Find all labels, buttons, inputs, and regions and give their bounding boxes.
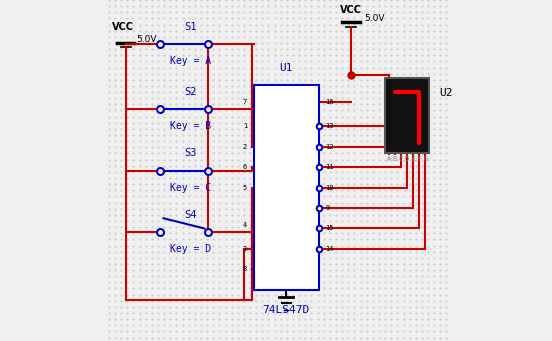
Text: Key = A: Key = A	[170, 56, 211, 66]
Text: U2: U2	[440, 88, 453, 99]
Text: Key = B: Key = B	[170, 121, 211, 131]
Text: E: E	[411, 155, 415, 162]
Text: G: G	[423, 155, 427, 162]
Text: OE: OE	[305, 204, 315, 212]
Text: S4: S4	[184, 210, 197, 220]
Text: B: B	[392, 155, 397, 162]
Text: 74LS47D: 74LS47D	[263, 305, 310, 315]
Text: 13: 13	[326, 123, 334, 129]
Text: VCC: VCC	[112, 22, 134, 32]
Text: A: A	[386, 155, 391, 162]
Text: D: D	[263, 183, 268, 192]
Text: C: C	[399, 155, 403, 162]
Text: 7: 7	[243, 99, 247, 105]
Text: VCC: VCC	[340, 5, 362, 15]
Text: 9: 9	[326, 205, 330, 211]
Text: S2: S2	[184, 87, 197, 97]
Text: U1: U1	[279, 63, 293, 73]
Text: 5: 5	[243, 184, 247, 191]
Text: 5.0V: 5.0V	[136, 35, 157, 44]
Text: VCC: VCC	[259, 98, 273, 107]
Bar	[254, 85, 319, 290]
Text: C: C	[263, 163, 268, 172]
Text: S1: S1	[184, 22, 197, 32]
Text: Key = C: Key = C	[170, 182, 211, 193]
Text: OB: OB	[305, 142, 315, 151]
Text: 10: 10	[326, 184, 334, 191]
Text: OD: OD	[305, 183, 315, 192]
Text: 12: 12	[326, 144, 334, 150]
Text: 16: 16	[326, 99, 334, 105]
Text: 11: 11	[326, 164, 334, 170]
Text: B: B	[263, 142, 268, 151]
Text: 4: 4	[243, 222, 247, 228]
Text: 8: 8	[243, 266, 247, 272]
Text: VCC: VCC	[303, 98, 317, 107]
Text: OF: OF	[305, 224, 315, 233]
Text: ~LT: ~LT	[259, 221, 273, 229]
Text: 15: 15	[326, 225, 334, 232]
Text: OA: OA	[305, 122, 315, 131]
Text: 5.0V: 5.0V	[365, 14, 385, 23]
Text: OC: OC	[305, 163, 315, 172]
Text: F: F	[417, 155, 421, 162]
Text: 2: 2	[243, 144, 247, 150]
Text: D: D	[405, 155, 409, 162]
Text: S3: S3	[184, 148, 197, 159]
Text: ~RBI: ~RBI	[257, 244, 275, 253]
Text: 3: 3	[243, 246, 247, 252]
Text: ~BI/RBO: ~BI/RBO	[250, 265, 282, 274]
Text: Key = D: Key = D	[170, 244, 211, 254]
Bar	[385, 78, 429, 153]
Text: GND: GND	[259, 279, 273, 287]
Text: 14: 14	[326, 246, 334, 252]
Text: OG: OG	[305, 244, 315, 253]
Text: 6: 6	[243, 164, 247, 170]
Text: CA: CA	[389, 77, 398, 86]
Text: 1: 1	[243, 123, 247, 129]
Text: A: A	[263, 122, 268, 131]
